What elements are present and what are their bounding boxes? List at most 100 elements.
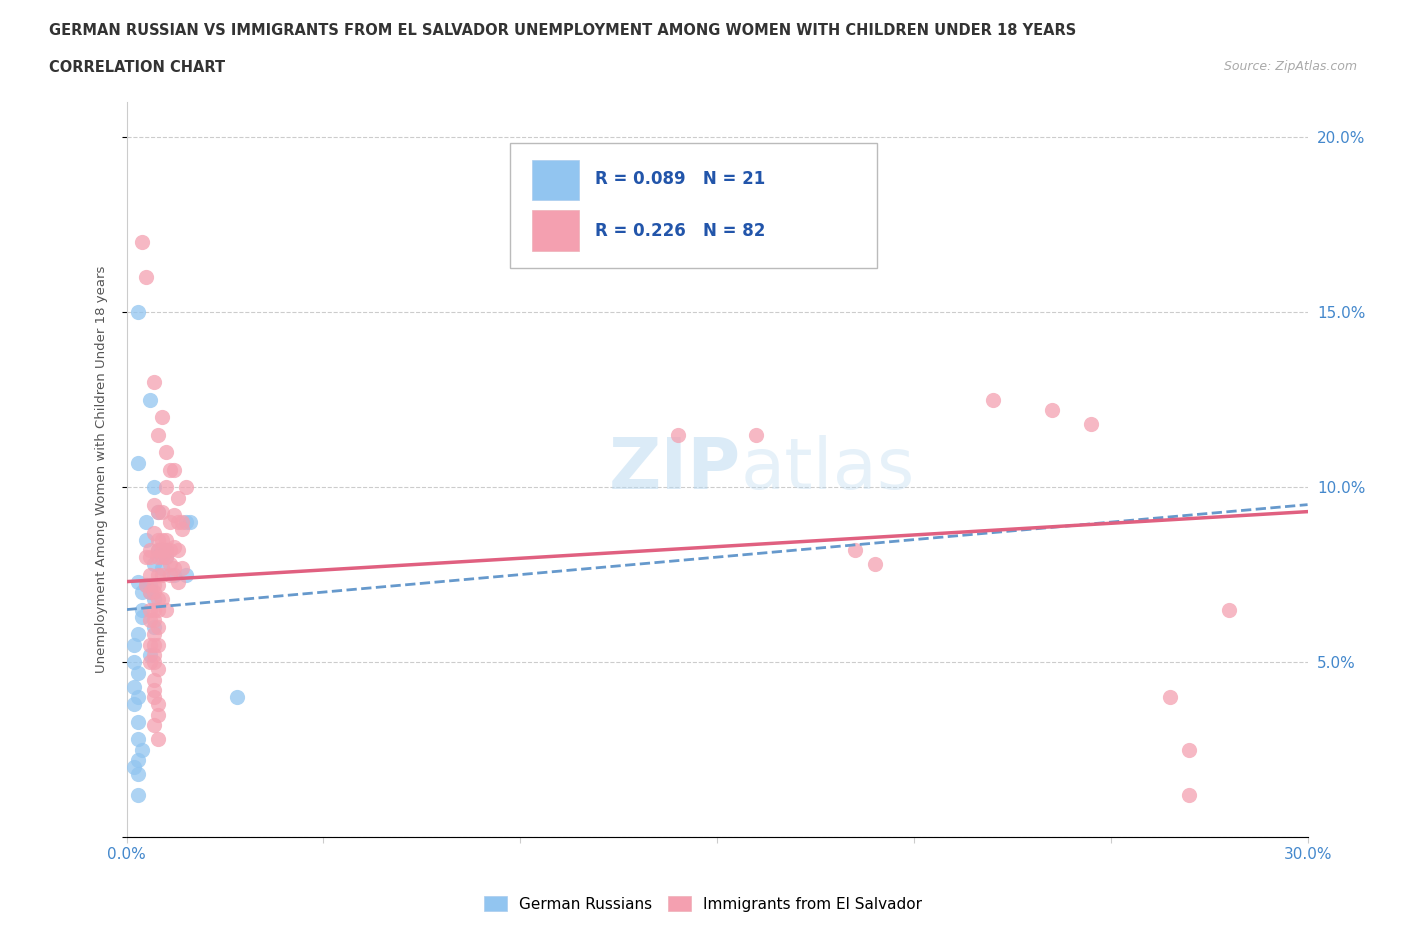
Point <box>135 550 157 565</box>
Point <box>146 602 169 617</box>
Point <box>139 655 162 670</box>
Point <box>155 543 177 558</box>
Point <box>146 619 169 634</box>
Point <box>159 567 181 582</box>
Point <box>159 557 181 572</box>
Point <box>170 514 193 529</box>
Point <box>135 532 157 547</box>
Point <box>150 591 173 606</box>
Point <box>146 543 169 558</box>
Point <box>143 647 166 662</box>
Point <box>844 543 866 558</box>
Point <box>135 578 157 592</box>
Point <box>139 585 162 600</box>
Point <box>135 578 157 592</box>
Text: CORRELATION CHART: CORRELATION CHART <box>49 60 225 75</box>
Point <box>127 665 149 680</box>
Point <box>1080 417 1102 432</box>
Point <box>124 697 146 711</box>
Point <box>139 392 162 407</box>
Point <box>981 392 1004 407</box>
Point <box>131 602 153 617</box>
Point <box>155 532 177 547</box>
Point <box>1178 742 1201 757</box>
Point <box>131 742 153 757</box>
Point <box>143 602 166 617</box>
Point <box>139 585 162 600</box>
Point <box>143 480 166 495</box>
Point <box>146 504 169 519</box>
Point <box>139 578 162 592</box>
Point <box>170 560 193 575</box>
Point <box>139 567 162 582</box>
Point <box>155 480 177 495</box>
Point <box>127 305 149 320</box>
Point <box>143 637 166 652</box>
Point <box>166 514 188 529</box>
Point <box>174 480 197 495</box>
Point <box>155 543 177 558</box>
Point <box>131 234 153 249</box>
Point <box>159 514 181 529</box>
Point <box>127 766 149 781</box>
Point <box>225 690 247 705</box>
Point <box>146 707 169 722</box>
Point <box>143 591 166 606</box>
Point <box>143 655 166 670</box>
Point <box>131 585 153 600</box>
Point <box>155 550 177 565</box>
Text: Source: ZipAtlas.com: Source: ZipAtlas.com <box>1223 60 1357 73</box>
Point <box>159 462 181 477</box>
Point <box>146 578 169 592</box>
Point <box>146 661 169 676</box>
Point <box>139 613 162 628</box>
Point <box>143 375 166 390</box>
Point <box>150 560 173 575</box>
Bar <box>531 160 579 200</box>
Point <box>127 574 149 589</box>
Point <box>124 637 146 652</box>
Point <box>143 718 166 733</box>
Point <box>143 585 166 600</box>
Point <box>139 637 162 652</box>
Point <box>124 679 146 694</box>
Point <box>143 627 166 642</box>
Point <box>159 543 181 558</box>
Point <box>163 462 186 477</box>
Point <box>166 543 188 558</box>
Point <box>143 672 166 687</box>
Point <box>1159 690 1181 705</box>
Point <box>127 455 149 470</box>
Point <box>1178 788 1201 803</box>
Point <box>166 490 188 505</box>
Point <box>127 714 149 729</box>
Point <box>146 697 169 711</box>
Text: R = 0.089   N = 21: R = 0.089 N = 21 <box>595 170 766 189</box>
Point <box>146 637 169 652</box>
Point <box>863 557 886 572</box>
Point <box>135 514 157 529</box>
Point <box>155 445 177 459</box>
Text: atlas: atlas <box>741 435 915 504</box>
Point <box>155 602 177 617</box>
Point <box>150 532 173 547</box>
Point <box>143 578 166 592</box>
Point <box>143 613 166 628</box>
Point <box>166 574 188 589</box>
Point <box>174 567 197 582</box>
Point <box>146 550 169 565</box>
Point <box>146 504 169 519</box>
Point <box>1040 403 1063 418</box>
Point <box>127 788 149 803</box>
Point <box>143 498 166 512</box>
Point <box>127 752 149 767</box>
Point <box>146 567 169 582</box>
Point <box>146 591 169 606</box>
Point <box>170 522 193 537</box>
Point <box>163 567 186 582</box>
Point <box>135 270 157 285</box>
Point <box>146 543 169 558</box>
Point <box>127 627 149 642</box>
Point <box>139 647 162 662</box>
Point <box>1218 602 1240 617</box>
